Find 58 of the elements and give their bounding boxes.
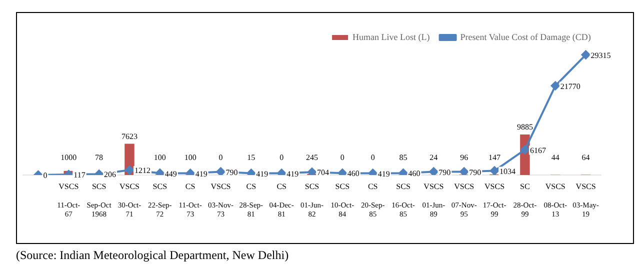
data-label: 0	[280, 153, 284, 162]
data-label: 29315	[590, 50, 611, 60]
data-label: 21770	[560, 82, 580, 91]
text: CS	[246, 182, 256, 192]
text: SCS	[152, 182, 168, 192]
data-label: 64	[582, 153, 590, 162]
data-label: 0	[218, 153, 223, 162]
data-label: 78	[95, 153, 104, 162]
data-label: 100	[184, 153, 196, 162]
legend-label: Human Live Lost (L)	[352, 32, 430, 42]
data-label: 0	[43, 171, 48, 180]
text: VSCS	[210, 182, 231, 192]
data-label: 117	[74, 170, 86, 180]
data-label: 24	[430, 153, 438, 162]
text: VSCS	[576, 182, 596, 192]
text: VSCS	[119, 182, 140, 192]
text: CS	[368, 182, 378, 192]
data-label: 85	[399, 153, 408, 162]
text: SCS	[304, 182, 320, 192]
data-label: 0	[370, 153, 375, 162]
text: VSCS	[424, 182, 444, 192]
text: SCS	[396, 182, 410, 192]
data-label: 9885	[516, 122, 533, 132]
text: VSCS	[484, 182, 505, 192]
text: (Source: Indian Meteorological Department, New Delhi)	[16, 248, 289, 263]
data-label: 96	[460, 153, 468, 162]
data-label: 419	[256, 169, 268, 178]
data-label: 7623	[121, 132, 138, 141]
text: SCS	[335, 182, 350, 192]
data-label: 460	[408, 169, 420, 178]
data-label: 419	[286, 169, 299, 178]
data-label: 704	[317, 168, 329, 178]
data-label: 1034	[500, 166, 516, 176]
data-label: 147	[488, 153, 501, 162]
text: VSCS	[545, 182, 566, 192]
data-label: 100	[154, 153, 166, 162]
text: SCS	[92, 182, 106, 192]
text: VSCS	[58, 182, 79, 192]
data-label: 44	[551, 153, 560, 162]
data-label: 790	[469, 168, 482, 177]
data-label: 419	[195, 169, 208, 178]
data-label: 790	[226, 168, 238, 177]
text: CS	[185, 182, 196, 192]
text: SC	[520, 182, 530, 192]
data-label: 6167	[530, 146, 546, 155]
data-label: 1212	[134, 166, 150, 176]
data-label: 245	[306, 153, 318, 162]
data-label: 460	[347, 169, 360, 178]
data-label: 790	[438, 168, 451, 177]
data-label: 449	[164, 169, 177, 178]
data-label: 206	[104, 170, 116, 180]
data-label: 15	[247, 153, 256, 162]
data-label: 0	[340, 153, 344, 162]
text: VSCS	[454, 182, 474, 192]
legend-label: Present Value Cost of Damage (CD)	[460, 32, 591, 42]
data-label: 419	[378, 169, 390, 178]
data-label: 1000	[60, 153, 77, 162]
text: CS	[276, 182, 286, 192]
